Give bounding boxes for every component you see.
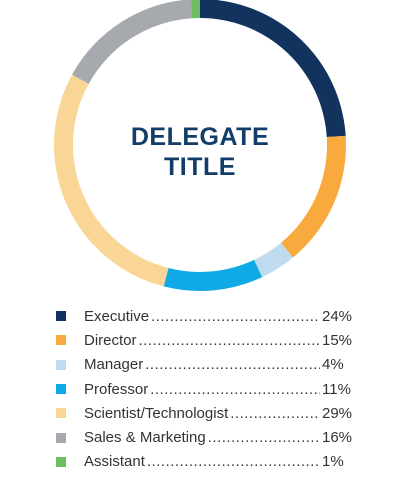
legend-value: 29% [322,404,353,422]
legend-label: Executive [84,307,150,325]
donut-slice-professor [163,259,263,291]
donut-slice-scientist-technologist [54,74,169,287]
legend-item-assistant: Assistant ..............................… [56,450,356,474]
legend-item-director: Director ...............................… [56,328,356,352]
donut-slice-manager [254,242,294,278]
legend-swatch [56,359,66,370]
legend-value: 15% [322,331,353,349]
chart-title-line-1: DELEGATE [130,123,270,151]
legend-swatch [56,456,66,467]
donut-slice-assistant [190,0,200,19]
legend-value: 16% [322,429,353,447]
legend-leader-dots: ........................................… [145,356,320,374]
legend-swatch [56,311,66,322]
donut-slice-sales-marketing [72,0,193,84]
legend-label: Sales & Marketing [84,429,206,447]
donut-slice-director [280,135,346,258]
legend-item-scientist-technologist: Scientist/Technologist .................… [56,401,356,425]
legend-swatch [56,335,66,346]
legend-leader-dots: ........................................… [150,380,320,398]
legend-swatch [56,384,66,395]
legend-value: 24% [322,307,353,325]
legend-leader-dots: ........................................… [151,307,320,325]
legend-label: Assistant [84,453,145,471]
legend-item-professor: Professor ..............................… [56,377,356,401]
legend-item-manager: Manager ................................… [56,353,356,377]
legend-swatch [56,432,66,443]
legend-leader-dots: ........................................… [138,331,320,349]
legend-value: 1% [322,453,344,471]
legend-leader-dots: ........................................… [230,404,320,422]
legend-value: 4% [322,356,344,374]
donut-slice-executive [200,0,346,138]
chart-title-line-2: TITLE [164,153,236,181]
legend-swatch [56,408,66,419]
legend-label: Director [84,331,137,349]
legend-label: Professor [84,380,149,398]
legend-label: Scientist/Technologist [84,404,229,422]
legend-item-executive: Executive ..............................… [56,304,356,328]
legend-value: 11% [322,380,351,398]
chart-legend: Executive ..............................… [56,304,356,474]
legend-leader-dots: ........................................… [146,453,320,471]
legend-label: Manager [84,356,144,374]
legend-item-sales-marketing: Sales & Marketing ......................… [56,425,356,449]
legend-leader-dots: ........................................… [207,429,320,447]
